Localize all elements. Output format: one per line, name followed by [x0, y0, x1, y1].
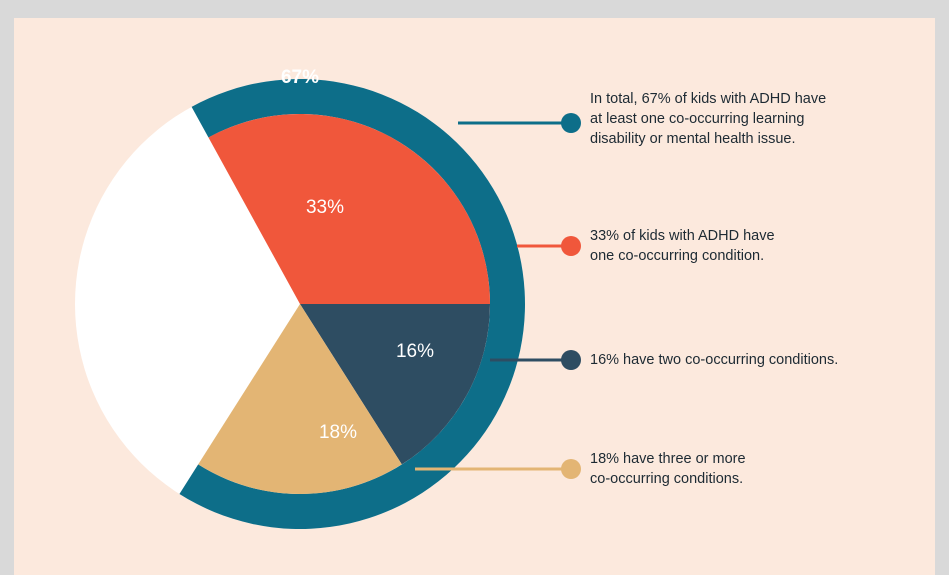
annotation-line: 16% have two co-occurring conditions.: [590, 352, 838, 368]
annotation-line: at least one co-occurring learning: [590, 111, 804, 127]
annotation-line: 33% of kids with ADHD have: [590, 228, 775, 244]
slice-label: 16%: [396, 341, 434, 362]
callout-dot: [561, 459, 581, 479]
annotation-line: one co-occurring condition.: [590, 248, 764, 264]
annotation-line: co-occurring conditions.: [590, 471, 743, 487]
annotation-line: 18% have three or more: [590, 451, 746, 467]
annotation-line: In total, 67% of kids with ADHD have: [590, 91, 826, 107]
total-label: 67%: [281, 67, 319, 88]
total-ring: [179, 79, 525, 530]
annotation-line: disability or mental health issue.: [590, 131, 796, 147]
callout-dot: [561, 350, 581, 370]
callout-dot: [561, 113, 581, 133]
callout-dot: [561, 236, 581, 256]
pie-slice: [208, 113, 490, 304]
pie-slice: [300, 304, 490, 465]
pie-slice: [198, 304, 402, 494]
slice-label: 18%: [319, 422, 357, 443]
slice-label: 33%: [306, 197, 344, 218]
